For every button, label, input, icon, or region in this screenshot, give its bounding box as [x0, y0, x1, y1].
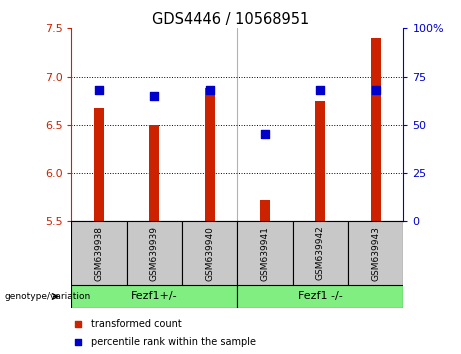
Text: Fezf1 -/-: Fezf1 -/-: [298, 291, 343, 302]
Text: GSM639942: GSM639942: [316, 226, 325, 280]
Point: [206, 87, 213, 93]
Text: GDS4446 / 10568951: GDS4446 / 10568951: [152, 12, 309, 27]
Bar: [315, 101, 325, 221]
Bar: [94, 108, 104, 221]
Point: [317, 87, 324, 93]
Bar: [205, 88, 215, 221]
Bar: [182, 221, 237, 285]
Bar: [260, 200, 270, 221]
Point: [95, 87, 103, 93]
Text: GSM639943: GSM639943: [371, 225, 380, 281]
Bar: [71, 285, 237, 308]
Bar: [127, 221, 182, 285]
Bar: [71, 221, 127, 285]
Bar: [348, 221, 403, 285]
Point: [74, 321, 82, 327]
Text: genotype/variation: genotype/variation: [5, 292, 91, 301]
Point: [372, 87, 379, 93]
Bar: [237, 285, 403, 308]
Point: [151, 93, 158, 99]
Text: GSM639940: GSM639940: [205, 225, 214, 281]
Text: GSM639941: GSM639941: [260, 225, 270, 281]
Point: [261, 132, 269, 137]
Bar: [371, 38, 381, 221]
Bar: [149, 125, 160, 221]
Bar: [293, 221, 348, 285]
Text: Fezf1+/-: Fezf1+/-: [131, 291, 178, 302]
Text: transformed count: transformed count: [91, 319, 182, 329]
Point: [74, 339, 82, 344]
Text: percentile rank within the sample: percentile rank within the sample: [91, 337, 256, 347]
Bar: [237, 221, 293, 285]
Text: GSM639939: GSM639939: [150, 225, 159, 281]
Text: GSM639938: GSM639938: [95, 225, 104, 281]
